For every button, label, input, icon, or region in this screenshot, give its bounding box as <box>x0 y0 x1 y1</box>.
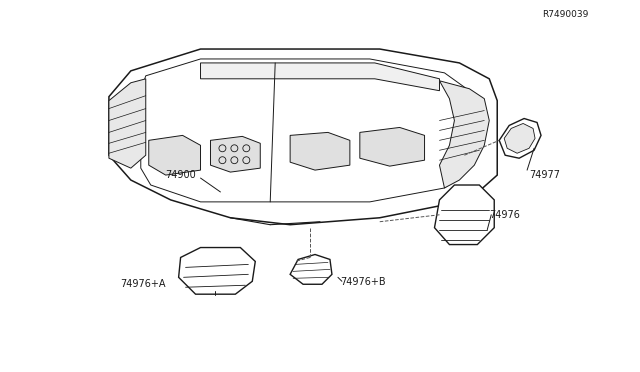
Polygon shape <box>200 63 440 91</box>
Polygon shape <box>360 128 424 166</box>
Text: R7490039: R7490039 <box>543 10 589 19</box>
Polygon shape <box>504 124 535 153</box>
Text: 74977: 74977 <box>529 170 560 180</box>
Polygon shape <box>179 247 255 294</box>
Polygon shape <box>211 137 260 172</box>
Text: 74976+B: 74976+B <box>340 277 385 287</box>
Polygon shape <box>435 185 494 244</box>
Text: 74976: 74976 <box>489 210 520 220</box>
Polygon shape <box>440 81 489 188</box>
Text: 74976+A: 74976+A <box>120 279 166 289</box>
Polygon shape <box>109 79 146 168</box>
Polygon shape <box>499 119 541 158</box>
Polygon shape <box>148 135 200 175</box>
Text: 74900: 74900 <box>164 170 196 180</box>
Polygon shape <box>290 132 350 170</box>
Polygon shape <box>290 254 332 284</box>
Polygon shape <box>109 49 497 225</box>
